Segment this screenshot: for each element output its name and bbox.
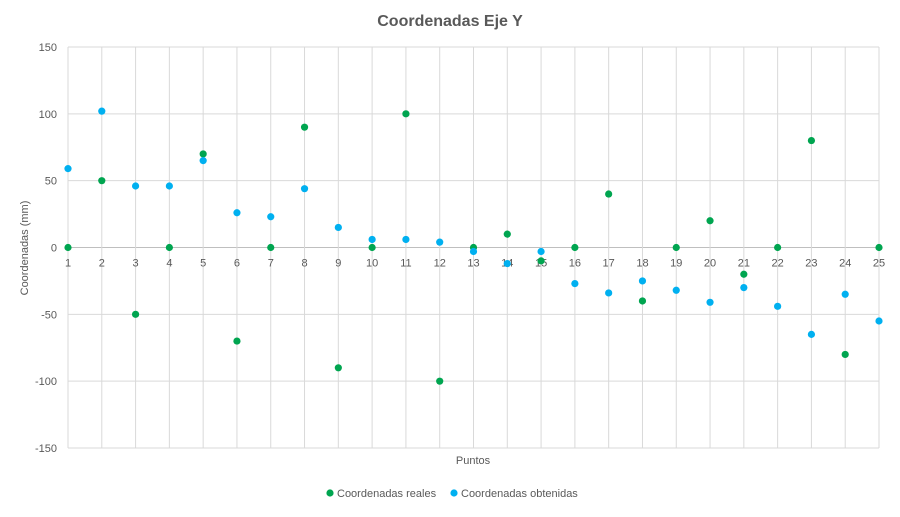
x-tick-label: 19: [670, 258, 682, 270]
data-point: [233, 337, 241, 345]
data-point: [436, 377, 444, 385]
data-point: [875, 317, 883, 325]
y-tick-label: 0: [51, 243, 57, 255]
data-point: [672, 243, 680, 252]
y-tick-labels: 150 100 50 0 -50 -100 -150: [35, 42, 57, 455]
data-point: [165, 182, 173, 190]
data-point: [571, 243, 579, 252]
x-tick-label: 12: [434, 258, 446, 270]
y-tick-label: -150: [35, 443, 57, 455]
x-tick-label: 21: [738, 258, 750, 270]
y-tick-label: 100: [39, 109, 57, 121]
series-coordenadas-reales: [64, 110, 883, 385]
data-point: [267, 213, 275, 221]
data-point: [807, 330, 816, 338]
data-point: [638, 297, 647, 305]
data-point: [368, 235, 376, 244]
data-point: [740, 284, 748, 292]
data-points: [64, 107, 883, 385]
data-point: [605, 289, 613, 297]
x-tick-label: 11: [400, 258, 411, 270]
data-point: [98, 107, 106, 115]
x-tick-label: 10: [366, 258, 378, 270]
legend: Coordenadas reales Coordenadas obtenidas: [326, 488, 578, 500]
data-point: [368, 243, 376, 252]
data-point: [436, 238, 444, 246]
data-point: [503, 259, 511, 268]
legend-label: Coordenadas obtenidas: [461, 488, 578, 500]
x-tick-label: 5: [200, 258, 206, 270]
data-point: [233, 209, 241, 217]
x-tick-label: 17: [603, 258, 615, 270]
x-axis-label: Puntos: [456, 455, 491, 467]
data-point: [131, 310, 140, 318]
data-point: [402, 235, 410, 244]
data-point: [706, 217, 714, 225]
data-point: [300, 123, 309, 131]
x-tick-label: 9: [335, 258, 341, 270]
x-tick-label: 7: [268, 258, 274, 270]
data-point: [334, 364, 342, 372]
data-point: [131, 182, 140, 190]
data-point: [165, 243, 173, 252]
data-point: [672, 286, 680, 294]
data-point: [774, 243, 782, 252]
data-point: [841, 350, 849, 359]
x-tick-label: 2: [99, 258, 105, 270]
data-point: [706, 298, 714, 306]
data-point: [605, 190, 613, 198]
x-tick-label: 13: [467, 258, 479, 270]
legend-marker: [450, 489, 458, 497]
x-tick-label: 18: [636, 258, 648, 270]
data-point: [740, 270, 748, 278]
data-point: [334, 223, 342, 232]
chart-title: Coordenadas Eje Y: [377, 13, 523, 30]
x-tick-label: 16: [569, 258, 581, 270]
data-point: [774, 302, 782, 310]
x-tick-label: 1: [65, 258, 71, 270]
data-point: [64, 243, 72, 252]
data-point: [841, 290, 849, 298]
series-coordenadas-obtenidas: [64, 107, 883, 338]
data-point: [267, 243, 275, 252]
data-point: [537, 247, 545, 256]
legend-marker: [326, 489, 334, 497]
data-point: [98, 177, 106, 185]
data-point: [300, 185, 309, 193]
data-point: [64, 165, 72, 173]
legend-item: Coordenadas obtenidas: [450, 488, 578, 500]
data-point: [503, 230, 511, 238]
data-point: [571, 279, 579, 288]
y-tick-label: -50: [41, 309, 57, 321]
x-tick-label: 3: [133, 258, 139, 270]
legend-item: Coordenadas reales: [326, 488, 437, 500]
x-tick-label: 23: [805, 258, 817, 270]
y-tick-label: 150: [39, 42, 57, 54]
x-tick-label: 22: [772, 258, 784, 270]
y-axis-label: Coordenadas (mm): [19, 201, 31, 296]
data-point: [402, 110, 410, 118]
data-point: [638, 277, 647, 285]
x-tick-label: 4: [166, 258, 172, 270]
data-point: [875, 243, 883, 252]
data-point: [199, 150, 207, 158]
x-tick-label: 25: [873, 258, 885, 270]
x-tick-label: 6: [234, 258, 240, 270]
data-point: [199, 157, 207, 165]
x-tick-label: 24: [839, 258, 851, 270]
data-point: [469, 247, 478, 256]
legend-label: Coordenadas reales: [337, 488, 437, 500]
data-point: [807, 136, 816, 145]
y-tick-label: 50: [45, 176, 57, 188]
y-tick-label: -100: [35, 376, 57, 388]
x-tick-label: 20: [704, 258, 716, 270]
data-point: [537, 257, 545, 265]
x-tick-label: 8: [301, 258, 307, 270]
x-tick-labels: 1234567891011121314151617181920212223242…: [65, 258, 885, 270]
